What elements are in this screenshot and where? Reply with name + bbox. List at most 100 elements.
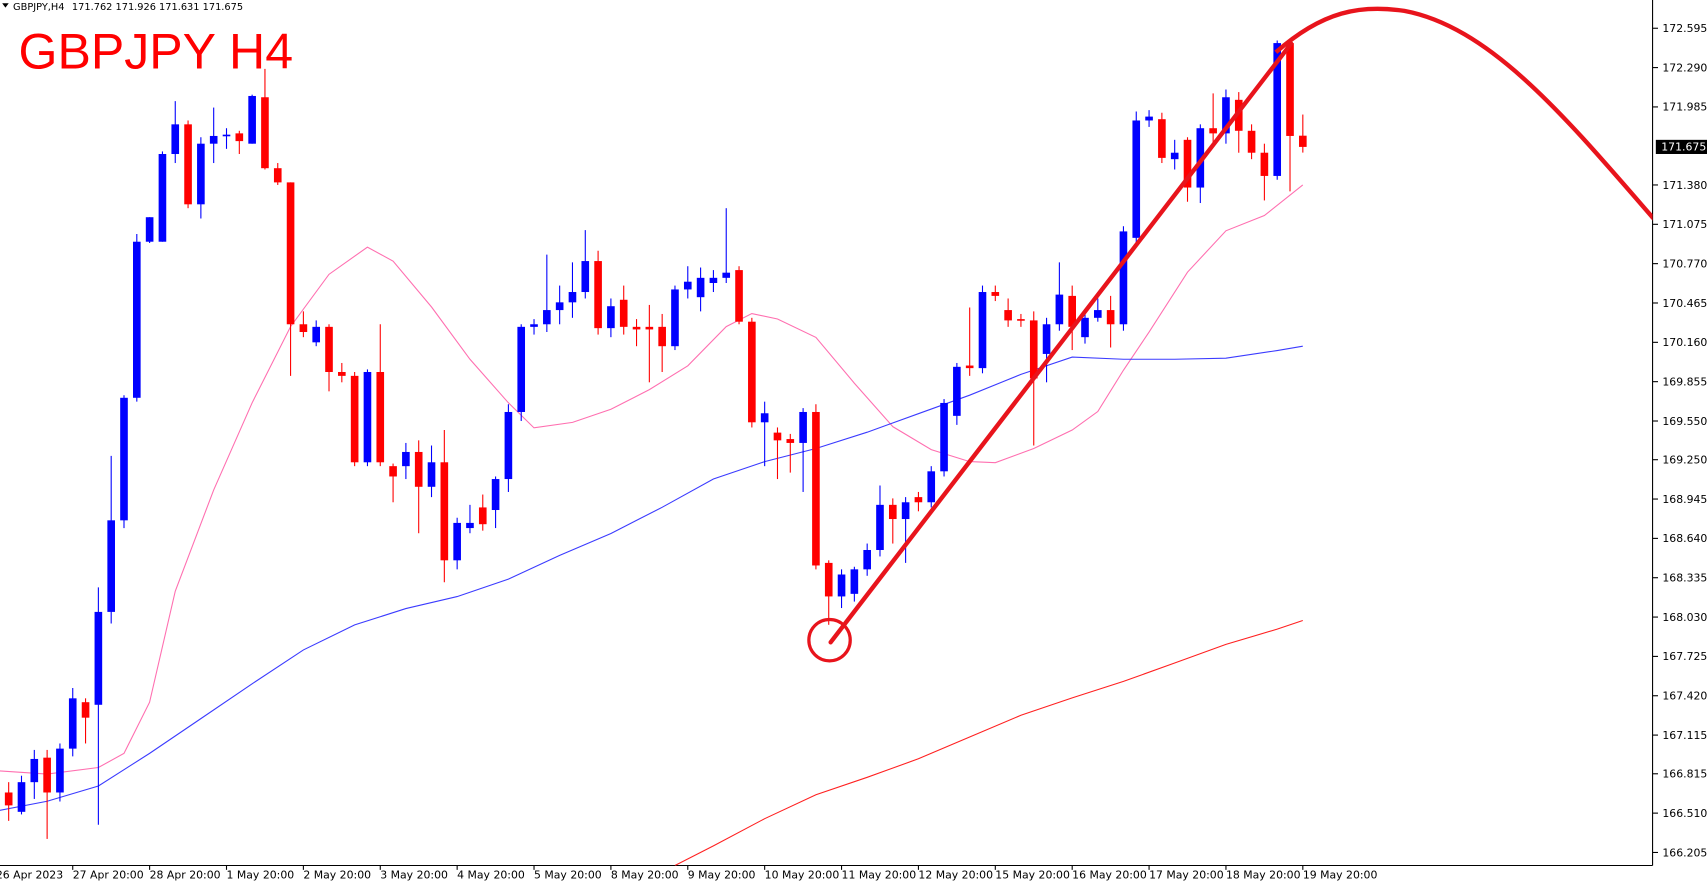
y-tick-label: 169.855	[1662, 375, 1707, 388]
plot-area	[0, 40, 1307, 866]
candle-body	[645, 326, 654, 330]
candle-body	[619, 299, 628, 327]
candle-body	[683, 281, 692, 290]
candle-body	[888, 504, 897, 520]
candle-body	[338, 371, 346, 376]
x-tick-label: 2 May 20:00	[303, 869, 371, 882]
moving-average	[0, 345, 1303, 811]
candle-body	[940, 402, 948, 472]
candle-body	[402, 451, 410, 467]
candle-body	[1094, 310, 1102, 318]
candle-body	[1055, 294, 1064, 325]
candle-body	[478, 507, 487, 525]
y-tick-label: 171.380	[1662, 179, 1707, 192]
candle-body	[914, 497, 923, 503]
candle-body	[389, 466, 397, 477]
candle-body	[145, 217, 154, 242]
candle-body	[671, 289, 679, 347]
candle-body	[4, 792, 13, 806]
candle-body	[440, 462, 449, 561]
x-tick-label: 28 Apr 20:00	[150, 869, 221, 882]
candle-body	[363, 371, 372, 463]
x-tick-label: 26 Apr 2023	[0, 869, 63, 882]
y-tick-label: 167.115	[1662, 729, 1707, 742]
candle-body	[1183, 139, 1192, 188]
candle-body	[235, 133, 244, 142]
forecast-curve	[1274, 6, 1653, 221]
x-tick-label: 17 May 20:00	[1149, 869, 1224, 882]
y-tick-label: 168.945	[1662, 493, 1707, 506]
open: 171.762	[72, 2, 112, 13]
x-tick-label: 11 May 20:00	[842, 869, 917, 882]
candle-body	[1247, 130, 1256, 153]
y-tick-label: 171.075	[1662, 218, 1707, 231]
y-tick-label: 169.550	[1662, 415, 1707, 428]
candle-body	[43, 757, 51, 793]
candle-body	[1260, 152, 1269, 176]
header-arrow	[2, 3, 9, 8]
y-tick-label: 170.160	[1662, 336, 1707, 349]
x-tick-label: 1 May 20:00	[227, 869, 295, 882]
candle-body	[696, 277, 705, 298]
x-tick-label: 19 May 20:00	[1303, 869, 1378, 882]
close: 171.675	[203, 2, 243, 13]
low-circle	[807, 617, 852, 663]
candle-body	[1042, 324, 1051, 354]
y-tick-label: 167.420	[1662, 690, 1707, 703]
y-tick-label: 168.335	[1662, 572, 1707, 585]
x-tick-label: 10 May 20:00	[765, 869, 840, 882]
candle-body	[748, 321, 756, 423]
symbol: GBPJPY,H4	[13, 2, 64, 13]
trend-line	[828, 41, 1294, 645]
x-tick-label: 5 May 20:00	[534, 869, 602, 882]
candle-body	[722, 272, 731, 278]
candle-body	[927, 471, 936, 503]
candle-body	[299, 324, 308, 333]
candle-body	[1145, 116, 1153, 121]
candle-body	[325, 326, 333, 372]
y-tick-label: 166.815	[1662, 768, 1707, 781]
candle-body	[491, 479, 500, 511]
candle-body	[273, 168, 282, 183]
candle-body	[607, 306, 615, 329]
candle-body	[209, 135, 218, 144]
y-tick-label: 166.205	[1662, 846, 1707, 859]
candle-body	[632, 326, 641, 330]
candle-body	[1234, 99, 1243, 131]
candle-body	[350, 375, 359, 463]
candle-body	[107, 520, 115, 612]
low: 171.631	[159, 2, 199, 13]
candle-body	[735, 270, 743, 322]
candle-body	[56, 748, 64, 793]
candle-body	[261, 97, 269, 169]
candle-body	[773, 432, 782, 441]
annotations	[807, 6, 1653, 663]
candle-body	[1132, 120, 1141, 238]
candle-body	[799, 411, 807, 443]
candle-body	[1273, 43, 1282, 176]
candle-body	[568, 292, 577, 303]
moving-average	[0, 184, 1304, 775]
candle-body	[133, 241, 141, 398]
y-tick-label: 172.595	[1662, 22, 1707, 35]
candle-body	[286, 182, 295, 325]
candle-body	[120, 397, 128, 521]
candle-body	[876, 504, 884, 550]
candle-body	[991, 292, 1000, 296]
candle-body	[1286, 43, 1294, 136]
candle-body	[414, 451, 423, 487]
candle-body	[1158, 119, 1166, 158]
y-tick-label: 168.640	[1662, 532, 1707, 545]
candle-body	[1119, 231, 1128, 325]
candle-body	[837, 574, 846, 597]
price-label: 171.675	[1661, 141, 1706, 154]
candle-body	[901, 502, 910, 520]
candle-body	[978, 292, 987, 369]
x-tick-label: 12 May 20:00	[918, 869, 993, 882]
candle-body	[158, 154, 167, 242]
candle-body	[850, 569, 859, 594]
candle-body	[427, 462, 436, 487]
candle-body	[504, 411, 513, 480]
candle-body	[594, 261, 602, 329]
